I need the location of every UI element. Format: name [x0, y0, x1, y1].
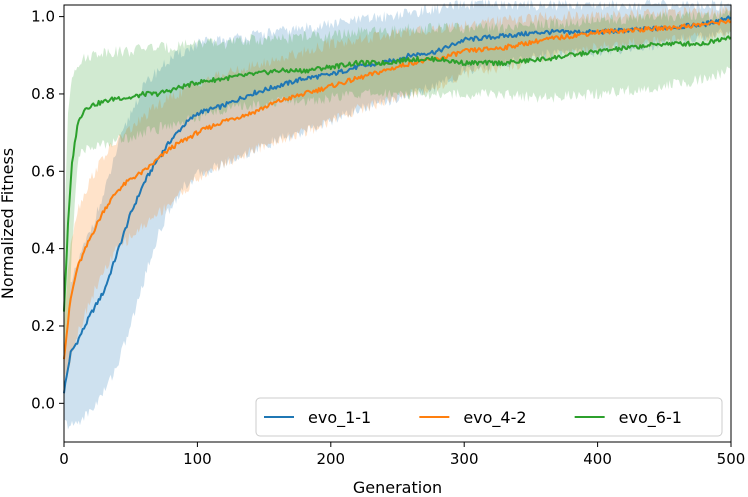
- y-tick-label: 0.8: [31, 85, 55, 103]
- legend-label-evo-6-1: evo_6-1: [619, 408, 682, 428]
- x-tick-label: 200: [316, 450, 345, 468]
- y-tick-label: 1.0: [31, 8, 55, 26]
- axes-frame: [63, 4, 732, 443]
- legend: evo_1-1 evo_4-2 evo_6-1: [255, 397, 723, 437]
- y-tick-label: 0.2: [31, 317, 55, 335]
- y-tick-label: 0.4: [31, 240, 55, 258]
- y-tick-label: 0.6: [31, 162, 55, 180]
- line-evo-6-1: [63, 35, 732, 312]
- x-tick-label: 0: [59, 450, 69, 468]
- band-evo-6-1: [64, 8, 731, 366]
- line-evo-4-2: [63, 18, 732, 360]
- x-tick-label: 400: [583, 450, 612, 468]
- legend-box: [255, 397, 723, 437]
- x-axis: 0 100 200 300 400 500: [59, 442, 745, 468]
- x-axis-label: Generation: [353, 478, 442, 497]
- series-lines: [63, 15, 732, 394]
- x-tick-label: 500: [717, 450, 746, 468]
- confidence-bands: [64, 0, 731, 430]
- x-tick-label: 300: [450, 450, 479, 468]
- band-evo-1-1: [64, 0, 731, 430]
- legend-label-evo-1-1: evo_1-1: [308, 408, 371, 428]
- y-tick-label: 0.0: [31, 394, 55, 412]
- y-axis-label: Normalized Fitness: [0, 148, 17, 299]
- legend-label-evo-4-2: evo_4-2: [463, 408, 526, 428]
- y-axis: 0.0 0.2 0.4 0.6 0.8 1.0: [31, 8, 64, 412]
- x-tick-label: 100: [183, 450, 212, 468]
